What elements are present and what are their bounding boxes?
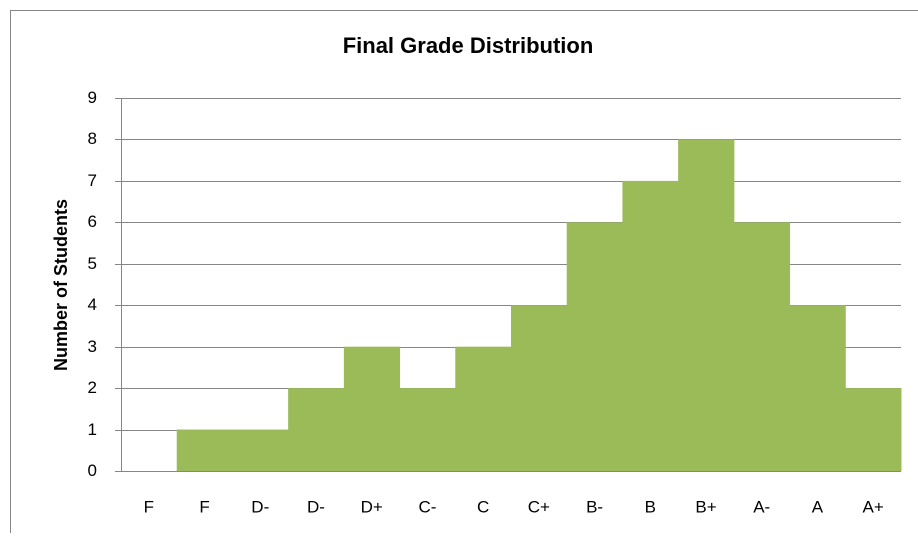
chart-title: Final Grade Distribution: [343, 33, 594, 58]
bar: [177, 430, 233, 471]
bar: [734, 222, 790, 471]
y-tick-label: 5: [88, 254, 97, 273]
x-tick-label: B: [645, 497, 656, 516]
x-tick-label: A+: [863, 497, 884, 516]
y-tick-label: 7: [88, 171, 97, 190]
x-tick-label: B-: [586, 497, 603, 516]
x-tick-label: B+: [695, 497, 716, 516]
bar: [455, 347, 511, 471]
bar: [622, 181, 678, 471]
bar: [567, 222, 623, 471]
x-tick-label: A: [812, 497, 824, 516]
bar: [232, 430, 288, 471]
y-tick-label: 9: [88, 88, 97, 107]
bar: [845, 388, 901, 471]
y-tick-label: 2: [88, 378, 97, 397]
x-tick-label: C+: [528, 497, 550, 516]
y-tick-label: 1: [88, 420, 97, 439]
bar: [511, 305, 567, 471]
x-tick-label: F: [199, 497, 209, 516]
y-tick-label: 8: [88, 129, 97, 148]
x-tick-label: C-: [418, 497, 436, 516]
y-tick-label: 4: [88, 295, 97, 314]
bar: [400, 388, 456, 471]
y-axis-label: Number of Students: [51, 199, 71, 371]
x-tick-label: C: [477, 497, 489, 516]
bar: [678, 139, 734, 471]
x-tick-label: D-: [251, 497, 269, 516]
x-tick-label: A-: [753, 497, 770, 516]
y-tick-label: 0: [88, 461, 97, 480]
bar: [344, 347, 400, 471]
x-tick-label: D+: [361, 497, 383, 516]
x-tick-label: D-: [307, 497, 325, 516]
bar: [288, 388, 344, 471]
y-tick-label: 3: [88, 337, 97, 356]
x-tick-label: F: [144, 497, 154, 516]
y-tick-label: 6: [88, 212, 97, 231]
bar: [790, 305, 846, 471]
